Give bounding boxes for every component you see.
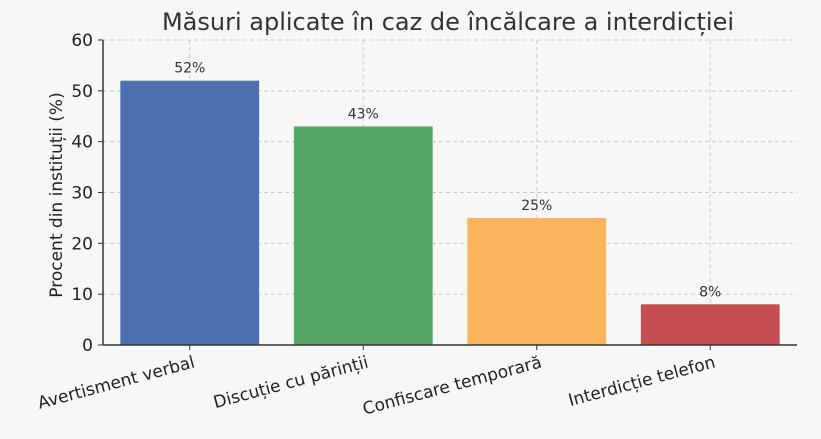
data-label-1: 43%: [348, 106, 379, 122]
y-tick-label-1: 10: [71, 285, 93, 305]
data-labels: 52% 43% 25% 8%: [174, 61, 721, 301]
data-label-2: 25%: [521, 198, 552, 214]
bars: [120, 80, 780, 346]
bar-0: [120, 80, 260, 346]
y-axis-label: Procent din instituții (%): [47, 92, 67, 297]
y-tick-label-5: 50: [71, 82, 93, 102]
bar-2: [467, 217, 607, 345]
y-tick-labels: 0 10 20 30 40 50 60: [71, 31, 103, 356]
y-tick-label-3: 30: [71, 184, 93, 204]
data-label-0: 52%: [174, 61, 205, 77]
y-tick-label-0: 0: [82, 336, 93, 356]
y-tick-label-2: 20: [71, 234, 93, 254]
data-label-3: 8%: [699, 284, 721, 300]
chart-title: Măsuri aplicate în caz de încălcare a in…: [162, 8, 734, 36]
bar-3: [640, 304, 780, 345]
bar-1: [293, 126, 433, 346]
y-tick-label-4: 40: [71, 133, 93, 153]
y-tick-label-6: 60: [71, 31, 93, 51]
